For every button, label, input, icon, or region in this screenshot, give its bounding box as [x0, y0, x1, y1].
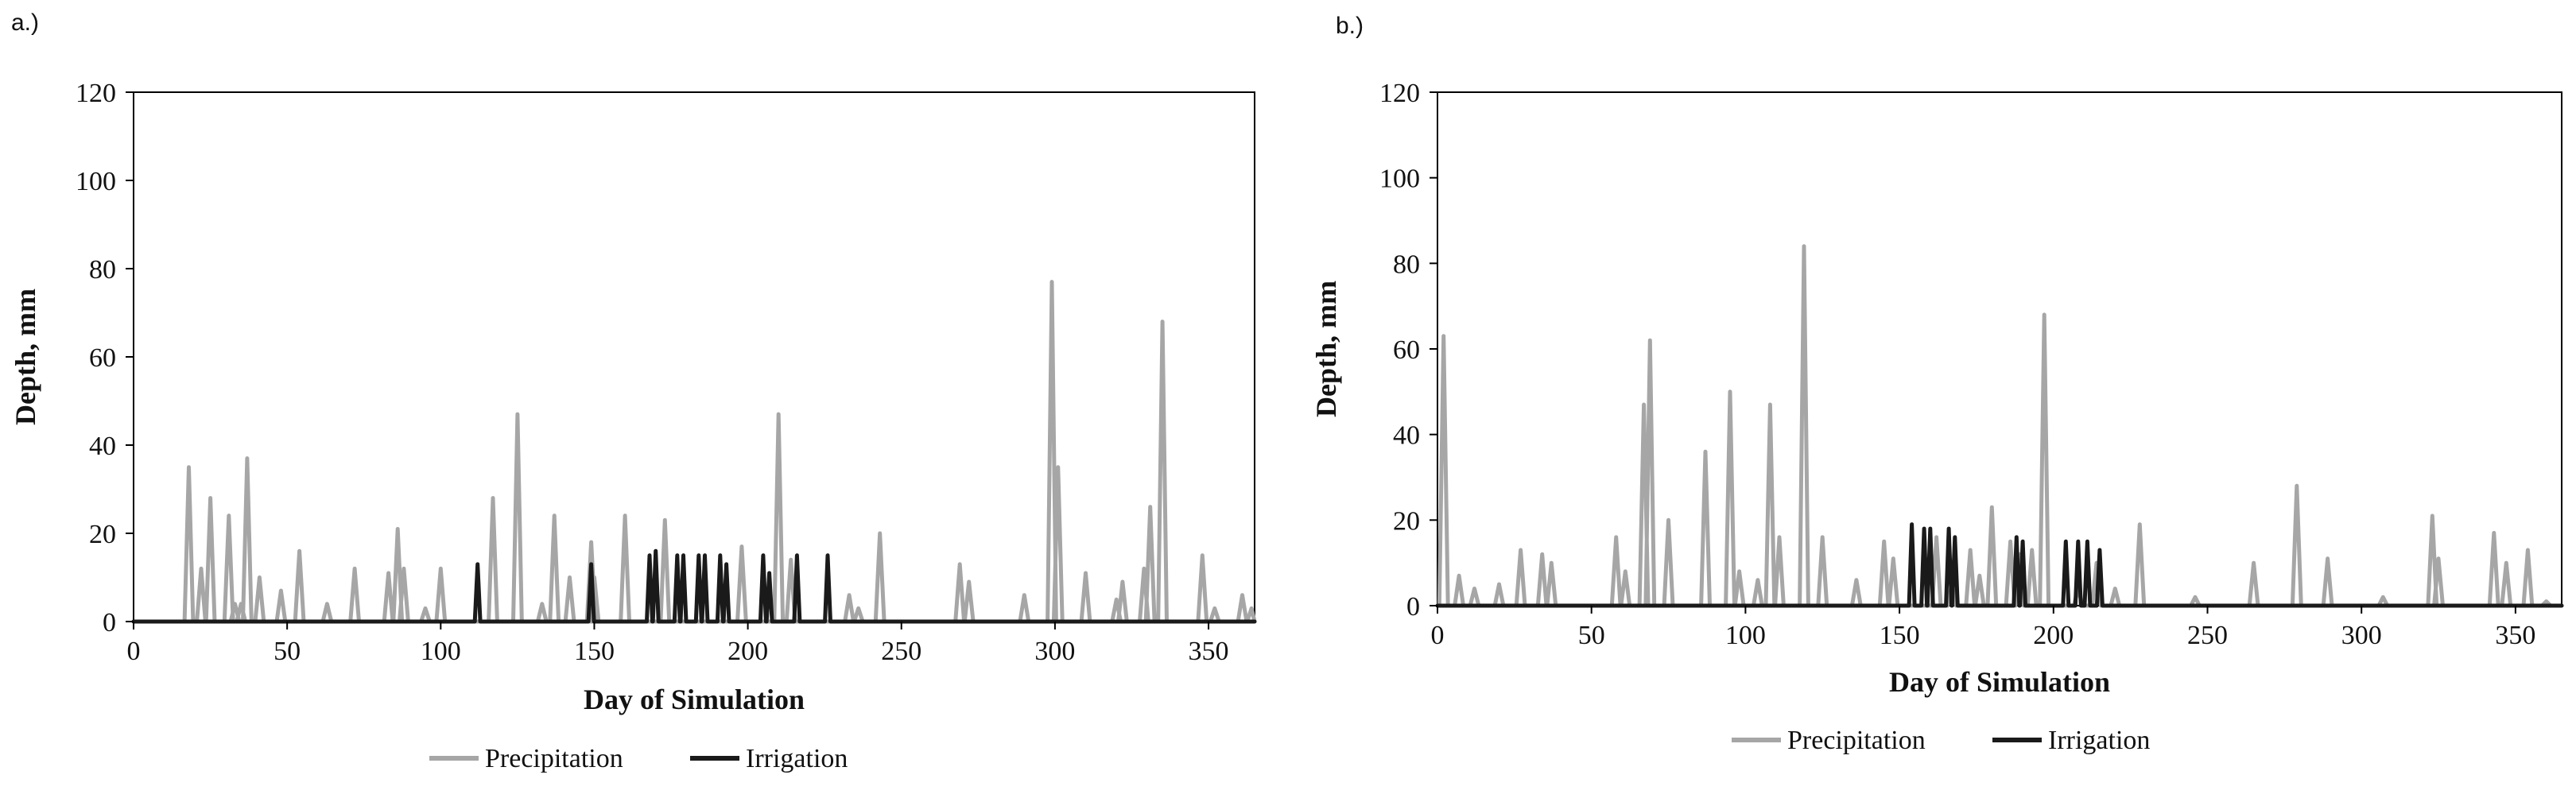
y-tick-label: 0	[103, 608, 116, 637]
x-tick-label: 150	[1880, 621, 1920, 650]
x-axis-title: Day of Simulation	[584, 684, 805, 715]
x-tick-label: 250	[2187, 621, 2228, 650]
legend-label-irrigation: Irrigation	[746, 744, 848, 773]
x-tick-label: 350	[2495, 621, 2535, 650]
y-tick-label: 120	[1379, 79, 1420, 108]
x-tick-label: 100	[421, 637, 461, 666]
series-line-precipitation	[131, 280, 1257, 624]
y-tick-label: 120	[76, 79, 116, 108]
chart-a: 0 50 100 150 200 250 300 350 0 20 40 60 80 100 120 Day …	[10, 79, 1257, 773]
y-tick-label: 60	[1393, 335, 1420, 365]
legend: Precipitation Irrigation	[1732, 726, 2150, 755]
y-tick-label: 40	[89, 432, 116, 461]
legend-label-irrigation: Irrigation	[2048, 726, 2150, 755]
y-tick-label: 80	[89, 255, 116, 285]
panel-label-b: b.)	[1336, 13, 1364, 39]
series-line-irrigation	[1435, 522, 2564, 608]
x-tick-label: 300	[2341, 621, 2382, 650]
plot-frame	[133, 91, 1255, 622]
legend-label-precipitation: Precipitation	[1787, 726, 1926, 755]
x-tick-label: 350	[1189, 637, 1229, 666]
y-tick-label: 100	[1379, 165, 1420, 194]
series-line-irrigation	[131, 548, 1257, 624]
y-tick-label: 20	[89, 520, 116, 549]
x-tick-label: 100	[1725, 621, 1766, 650]
plot-frame	[1437, 91, 2562, 606]
y-axis-title: Depth, mm	[10, 289, 41, 425]
x-tick-label: 200	[727, 637, 768, 666]
legend-label-precipitation: Precipitation	[485, 744, 623, 773]
x-tick-label: 200	[2033, 621, 2074, 650]
y-tick-label: 20	[1393, 506, 1420, 536]
x-tick-label: 50	[274, 637, 301, 666]
x-tick-label: 300	[1034, 637, 1075, 666]
y-tick-label: 80	[1393, 250, 1420, 279]
x-tick-label: 0	[127, 637, 141, 666]
legend: Precipitation Irrigation	[429, 744, 848, 773]
y-tick-label: 60	[89, 343, 116, 373]
panel-label-a: a.)	[11, 10, 40, 36]
x-tick-label: 150	[574, 637, 615, 666]
y-axis-title: Depth, mm	[1310, 281, 1342, 417]
x-axis-title: Day of Simulation	[1889, 666, 2110, 698]
x-tick-label: 250	[881, 637, 921, 666]
y-tick-label: 40	[1393, 421, 1420, 451]
chart-b: 0 50 100 150 200 250 300 350 0 20 40 60 80 100 120 Day …	[1310, 79, 2564, 755]
x-tick-label: 50	[1578, 621, 1605, 650]
x-tick-label: 0	[1431, 621, 1445, 650]
y-tick-label: 0	[1406, 592, 1420, 622]
series-line-precipitation	[1435, 244, 2564, 608]
y-tick-label: 100	[76, 167, 116, 196]
